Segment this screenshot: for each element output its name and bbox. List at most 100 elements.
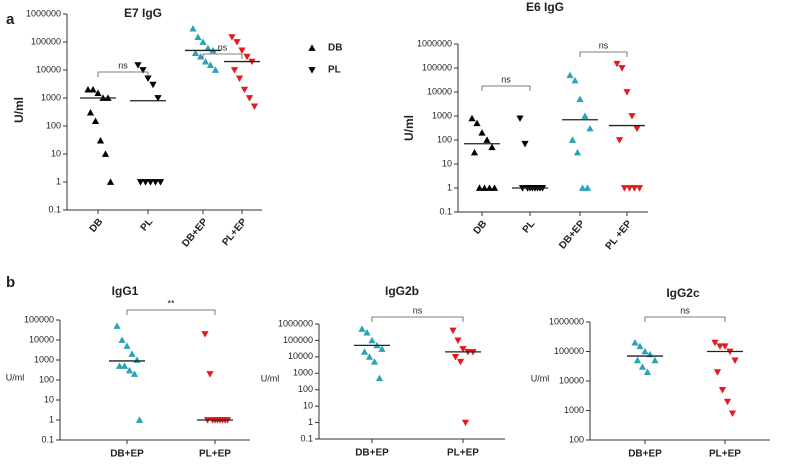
data-point <box>230 67 239 74</box>
data-point <box>101 150 110 157</box>
y-tick-label: 0.1 <box>41 434 54 444</box>
data-point <box>206 61 215 68</box>
x-tick-label: PL+EP <box>220 216 249 248</box>
data-point <box>723 398 732 406</box>
data-point <box>115 362 124 369</box>
data-point <box>368 336 376 344</box>
data-point <box>635 185 644 192</box>
data-point <box>628 113 636 120</box>
data-point <box>620 185 629 192</box>
y-tick-label: 10 <box>51 148 61 158</box>
data-point <box>89 85 97 93</box>
data-point <box>468 114 476 122</box>
significance-bracket <box>371 316 464 322</box>
significance-bracket <box>126 309 216 315</box>
y-tick-label: 1000000 <box>278 318 313 328</box>
x-tick-label: DB <box>472 219 490 237</box>
y-tick-label: 10000 <box>559 375 584 385</box>
data-point <box>94 89 102 96</box>
data-point <box>128 350 136 357</box>
legend-label: DB <box>328 43 342 54</box>
chart-title: IgG2b <box>385 284 419 298</box>
significance-bracket <box>202 53 243 59</box>
x-tick-label: PL+EP <box>199 449 231 460</box>
panel-label: a <box>6 11 15 28</box>
y-tick-label: 10000 <box>288 351 313 361</box>
significance-label: ns <box>118 60 128 70</box>
data-point <box>483 136 491 143</box>
legend-marker <box>308 67 316 74</box>
y-axis-label: U/ml <box>6 372 25 382</box>
significance-label: ns <box>680 305 690 315</box>
y-tick-label: 1000 <box>432 110 452 120</box>
data-point <box>156 179 165 186</box>
y-tick-label: 10000 <box>29 334 54 344</box>
data-point <box>120 362 129 369</box>
data-point <box>576 95 584 103</box>
x-tick-label: DB <box>88 217 106 235</box>
panel-label: b <box>6 274 15 291</box>
y-tick-label: 1 <box>49 414 54 424</box>
y-tick-label: 1000 <box>564 405 584 415</box>
data-point <box>586 124 594 132</box>
significance-label: ns <box>599 40 609 50</box>
data-point <box>84 85 92 93</box>
chart-title: IgG2c <box>666 286 700 300</box>
x-tick-label: PL <box>521 219 538 236</box>
data-point <box>206 371 214 378</box>
data-point <box>731 357 739 364</box>
data-point <box>139 67 147 74</box>
data-point <box>91 117 100 124</box>
data-point <box>716 343 724 350</box>
data-point <box>228 34 236 41</box>
x-tick-label: DB+EP <box>628 449 662 460</box>
data-point <box>638 363 647 370</box>
data-point <box>194 33 202 40</box>
data-point <box>106 178 115 185</box>
data-point <box>154 95 162 102</box>
x-tick-label: PL +EP <box>604 218 635 252</box>
y-tick-label: 100000 <box>554 346 584 356</box>
data-point <box>134 62 142 69</box>
y-tick-label: 100000 <box>283 335 313 345</box>
significance-label: ns <box>218 42 228 52</box>
data-point <box>641 347 649 355</box>
data-point <box>449 327 457 335</box>
y-tick-label: 10000 <box>427 86 452 96</box>
data-point <box>613 60 621 68</box>
chart-title: E7 IgG <box>124 6 162 20</box>
data-point <box>711 339 719 347</box>
data-point <box>199 38 207 45</box>
x-tick-label: DB+EP <box>110 449 144 460</box>
data-point <box>721 343 729 350</box>
data-point <box>630 185 639 192</box>
y-tick-label: 100 <box>437 134 452 144</box>
y-tick-label: 100000 <box>24 314 54 324</box>
x-tick-label: PL <box>139 217 156 234</box>
y-tick-label: 100000 <box>422 62 452 72</box>
x-tick-label: PL+EP <box>709 449 741 460</box>
data-point <box>571 76 579 84</box>
data-point <box>713 369 722 376</box>
data-point <box>204 44 212 52</box>
y-axis-label: U/ml <box>261 373 280 383</box>
legend-label: PL <box>328 65 341 76</box>
data-point <box>235 75 244 83</box>
data-point <box>141 179 150 186</box>
legend-marker <box>308 44 316 51</box>
data-point <box>375 374 384 382</box>
data-point <box>615 137 624 144</box>
data-point <box>118 336 126 343</box>
y-tick-label: 1 <box>447 182 452 192</box>
y-axis-label: U/ml <box>12 97 26 123</box>
data-point <box>651 356 659 364</box>
data-point <box>475 184 484 191</box>
data-point <box>378 345 386 352</box>
data-point <box>581 112 589 119</box>
y-tick-label: 1000 <box>41 92 61 102</box>
y-tick-label: 100000 <box>31 36 61 46</box>
y-tick-label: 0.1 <box>48 204 61 214</box>
data-point <box>568 136 577 143</box>
data-point <box>86 109 95 116</box>
data-point <box>461 419 470 427</box>
